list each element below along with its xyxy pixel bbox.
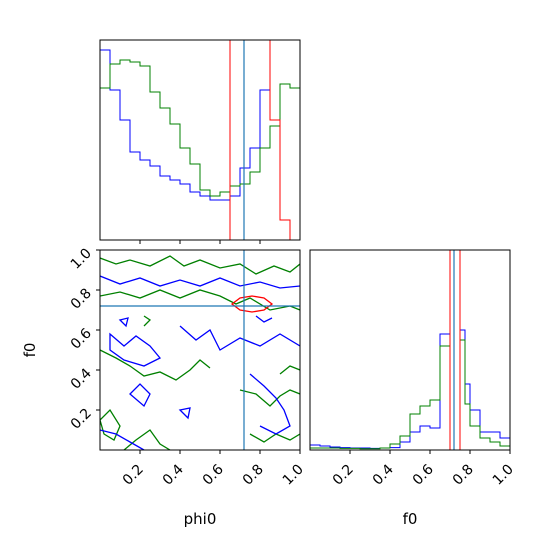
green-histogram-series [310,250,510,450]
blue-contour [118,317,129,328]
f0-histogram-frame [309,249,511,451]
red-histogram-series [100,40,300,240]
f0-axis-label: f0 [403,510,418,528]
f0-y-axis-label: f0 [21,343,39,358]
f0-histogram-panel: 0.2 0.4 0.6 0.8 1.0 [309,249,517,489]
red-contour [230,295,274,313]
phi0-histogram-panel [99,39,301,244]
green-contour [100,349,211,381]
x-tick-label: 0.4 [370,461,397,488]
green-contour [100,289,300,311]
x-tick-label: 0.4 [160,461,187,488]
green-histogram-series [100,59,300,240]
green-contour [279,365,300,375]
blue-contour [109,332,162,367]
green-contour [143,315,152,327]
blue-contour [100,275,300,289]
contour-frame [99,249,301,451]
blue-contour [179,325,300,351]
green-contour [239,389,300,407]
blue-contour [178,407,191,420]
x-tick-label: 0.2 [120,462,147,489]
y-tick-label: 0.4 [68,365,95,392]
blue-contour [255,315,273,323]
x-tick-label: 1.0 [280,462,307,489]
x-tick-label: 0.6 [410,461,437,488]
green-contour [100,408,121,441]
y-tick-label: 1.0 [68,246,95,273]
x-tick-label: 1.0 [490,462,517,489]
x-tick-label: 0.8 [450,462,477,489]
phi0-histogram-frame [99,39,301,241]
blue-contour [129,383,151,408]
y-tick-label: 0.8 [68,286,95,313]
x-tick-label: 0.2 [330,462,357,489]
blue-histogram-series [100,40,300,240]
phi0-axis-label: phi0 [184,510,217,528]
blue-contour [100,429,145,450]
green-contour [123,429,171,450]
y-tick-label: 0.2 [68,406,95,433]
x-tick-label: 0.8 [240,462,267,489]
phi0-f0-contour-panel: 0.2 0.4 0.6 0.8 1.0 0.2 0.4 0.6 0.8 1.0 [68,246,307,489]
green-contour [100,255,300,275]
blue-contour [249,373,291,435]
y-tick-label: 0.6 [68,325,95,352]
green-contour [249,433,300,443]
x-tick-label: 0.6 [200,461,227,488]
